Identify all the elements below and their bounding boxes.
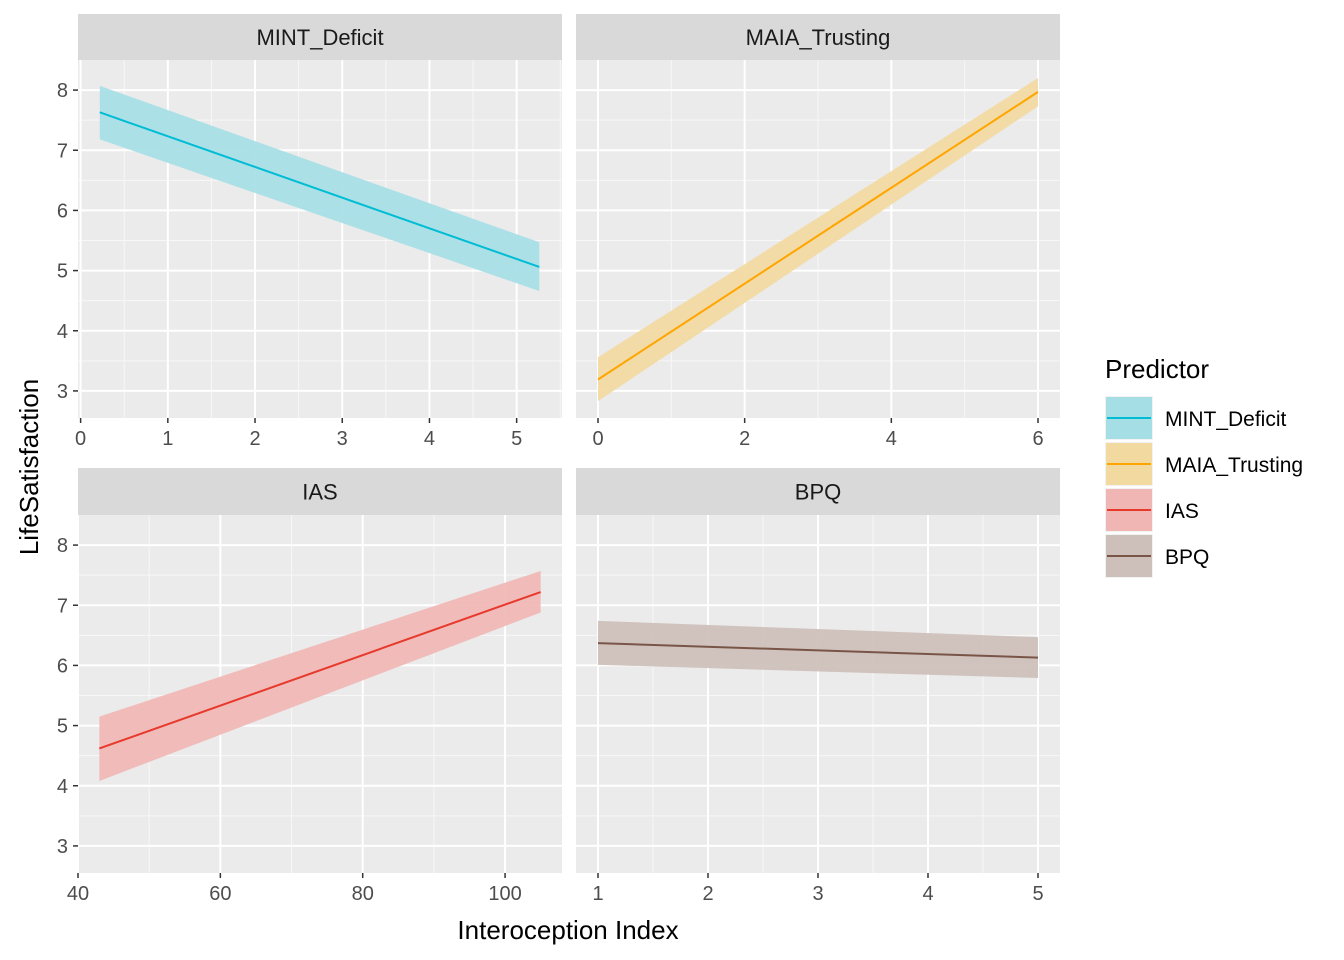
y-tick-label: 7	[57, 595, 68, 617]
x-tick-label: 2	[739, 428, 750, 450]
y-tick-label: 8	[57, 80, 68, 102]
y-tick-label: 6	[57, 200, 68, 222]
y-tick-label: 6	[57, 655, 68, 677]
facet-strip-label: BPQ	[795, 480, 841, 505]
facet-strip	[78, 14, 562, 60]
facet-strip-label: MAIA_Trusting	[746, 25, 891, 50]
facet-strip-label: MINT_Deficit	[256, 25, 383, 50]
facet-strip	[576, 468, 1060, 515]
y-tick-label: 5	[57, 716, 68, 738]
y-tick-label: 4	[57, 776, 68, 798]
y-tick-label: 7	[57, 140, 68, 162]
y-tick-label: 8	[57, 535, 68, 557]
fit-line-MAIA_Trusting	[597, 91, 1039, 381]
legend-label: IAS	[1165, 500, 1199, 523]
facet-strip-label: IAS	[302, 480, 337, 505]
legend: Predictor MINT_Deficit MAIA_Trusting IAS BP…	[1105, 354, 1303, 578]
x-tick-label: 4	[886, 428, 897, 450]
panels: MINT_Deficit 0 1 2 3 4 5 3 4 5 6 7 8 MAIA_Trusting 0 2 4…	[57, 14, 1060, 905]
legend-label: MAIA_Trusting	[1165, 454, 1303, 477]
confidence-ribbon-IAS	[99, 570, 541, 781]
x-tick-label: 3	[337, 428, 348, 450]
panel-MAIA_Trusting: MAIA_Trusting 0 2 4 6	[576, 14, 1060, 450]
fit-line-MINT_Deficit	[99, 111, 540, 268]
x-tick-label: 40	[67, 883, 89, 905]
x-tick-label: 100	[488, 883, 521, 905]
fit-line-IAS	[99, 591, 541, 750]
x-tick-label: 80	[352, 883, 374, 905]
x-tick-label: 1	[162, 428, 173, 450]
fit-line-BPQ	[597, 642, 1039, 659]
x-tick-label: 4	[922, 883, 933, 905]
x-tick-label: 5	[511, 428, 522, 450]
x-tick-label: 2	[249, 428, 260, 450]
legend-key-MINT_Deficit: MINT_Deficit	[1105, 396, 1287, 440]
legend-label: MINT_Deficit	[1165, 408, 1287, 431]
y-tick-label: 3	[57, 381, 68, 403]
y-tick-label: 5	[57, 261, 68, 283]
y-axis-title: LifeSatisfaction	[14, 379, 44, 555]
facet-strip	[576, 14, 1060, 60]
x-axis-title: Interoception Index	[457, 915, 678, 945]
legend-key-IAS: IAS	[1105, 488, 1199, 532]
panel-MINT_Deficit: MINT_Deficit 0 1 2 3 4 5 3 4 5 6 7 8	[57, 14, 562, 450]
legend-key-MAIA_Trusting: MAIA_Trusting	[1105, 442, 1303, 486]
x-tick-label: 1	[592, 883, 603, 905]
legend-label: BPQ	[1165, 546, 1209, 569]
y-tick-label: 4	[57, 321, 68, 343]
x-tick-label: 60	[209, 883, 231, 905]
panel-IAS: IAS 40 60 80 100 3 4 5 6 7 8	[57, 468, 562, 905]
x-tick-label: 0	[75, 428, 86, 450]
confidence-ribbon-MINT_Deficit	[99, 85, 540, 292]
legend-title: Predictor	[1105, 354, 1209, 384]
y-tick-label: 3	[57, 836, 68, 858]
x-tick-label: 6	[1032, 428, 1043, 450]
x-tick-label: 2	[702, 883, 713, 905]
x-tick-label: 0	[592, 428, 603, 450]
legend-key-BPQ: BPQ	[1105, 534, 1209, 578]
panel-BPQ: BPQ 1 2 3 4 5	[576, 468, 1060, 905]
facet-strip	[78, 468, 562, 515]
x-tick-label: 3	[812, 883, 823, 905]
x-tick-label: 4	[424, 428, 435, 450]
x-tick-label: 5	[1032, 883, 1043, 905]
confidence-ribbon-MAIA_Trusting	[598, 78, 1038, 402]
